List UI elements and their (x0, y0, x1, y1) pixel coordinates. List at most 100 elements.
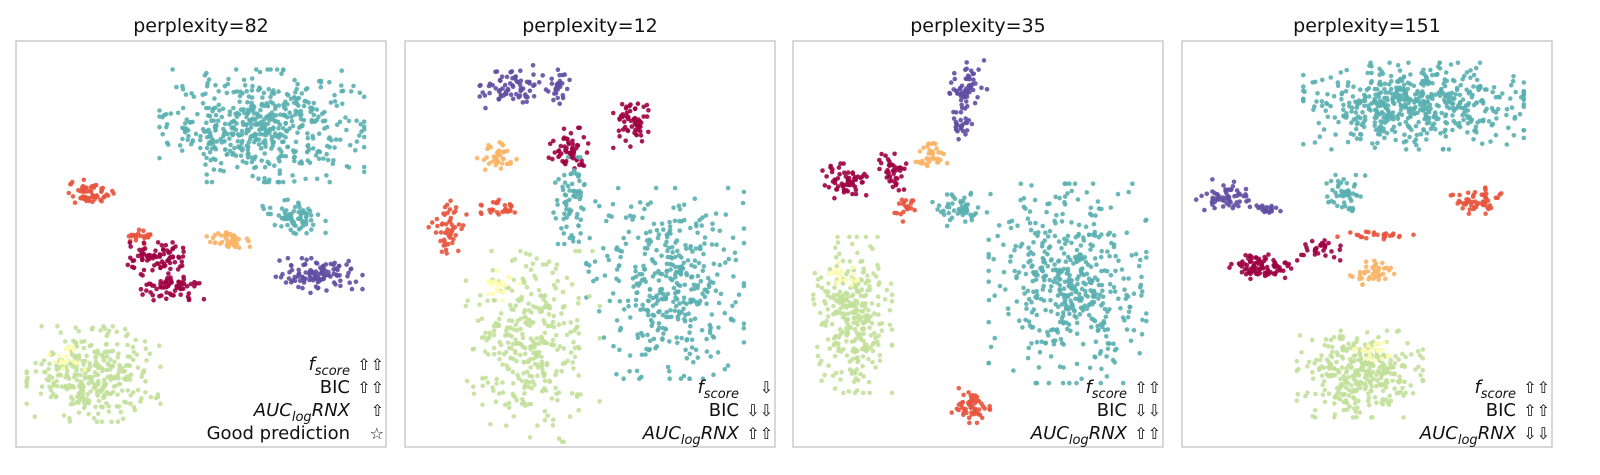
data-point (310, 146, 316, 151)
data-point (520, 331, 525, 337)
data-point (647, 229, 653, 234)
data-point (526, 380, 532, 385)
data-point (637, 280, 643, 286)
data-point (833, 309, 839, 315)
data-point (850, 301, 856, 307)
data-point (344, 127, 349, 133)
data-point (952, 70, 957, 76)
data-point (849, 293, 855, 299)
data-point (550, 156, 555, 162)
data-point (499, 283, 504, 288)
data-point (1363, 373, 1369, 378)
data-point (866, 379, 872, 385)
data-point (861, 331, 866, 337)
data-point (1439, 110, 1444, 116)
data-point (846, 175, 852, 181)
data-point (203, 162, 208, 167)
cluster-points (157, 67, 367, 185)
data-point (979, 85, 984, 91)
data-point (620, 112, 626, 117)
data-point (493, 399, 499, 405)
data-point (1397, 85, 1403, 90)
data-point (688, 225, 693, 231)
data-point (158, 364, 163, 370)
data-point (539, 362, 545, 367)
data-point (1119, 267, 1125, 272)
data-point (550, 319, 556, 325)
data-point (1417, 353, 1423, 358)
data-point (1354, 193, 1359, 198)
data-point (1373, 384, 1379, 389)
data-point (1199, 193, 1204, 199)
data-point (587, 235, 592, 241)
data-point (846, 389, 852, 394)
data-point (702, 235, 708, 240)
data-point (560, 187, 566, 193)
data-point (542, 417, 548, 423)
data-point (627, 108, 633, 114)
data-point (163, 279, 169, 285)
data-point (1411, 232, 1416, 238)
data-point (361, 169, 367, 175)
data-point (1504, 142, 1510, 147)
data-point (532, 382, 537, 388)
data-point (1335, 184, 1341, 189)
cluster-points (611, 101, 651, 151)
metric-arrows: ⇩⇩ (1134, 401, 1161, 420)
data-point (179, 148, 185, 153)
data-point (1418, 132, 1424, 137)
data-point (950, 201, 955, 206)
data-point (928, 156, 933, 162)
data-point (644, 102, 650, 108)
data-point (1099, 248, 1104, 254)
data-point (322, 109, 327, 115)
data-point (1378, 101, 1383, 107)
data-point (127, 377, 133, 382)
data-point (1014, 273, 1019, 279)
data-point (1100, 324, 1105, 330)
data-point (1326, 391, 1332, 397)
data-point (563, 148, 568, 153)
data-point (959, 102, 964, 108)
data-point (246, 151, 251, 156)
data-point (1512, 116, 1517, 121)
data-point (231, 118, 236, 124)
data-point (551, 97, 556, 103)
data-point (132, 407, 138, 413)
data-point (638, 120, 644, 125)
data-point (693, 221, 699, 226)
data-point (826, 281, 831, 286)
data-point (154, 286, 159, 292)
data-point (1359, 234, 1365, 240)
data-point (569, 233, 574, 238)
data-point (1257, 266, 1263, 272)
data-point (500, 161, 505, 166)
data-point (98, 389, 103, 394)
data-point (204, 172, 209, 177)
data-point (562, 172, 567, 178)
data-point (584, 261, 589, 267)
data-point (883, 153, 888, 158)
data-point (826, 271, 832, 277)
data-point (307, 160, 313, 166)
data-point (958, 207, 963, 213)
data-point (544, 362, 550, 368)
data-point (1448, 193, 1454, 198)
data-point (972, 100, 978, 106)
data-point (459, 226, 464, 232)
data-point (699, 223, 704, 228)
data-point (1404, 139, 1409, 144)
data-point (1384, 130, 1390, 136)
data-point (555, 67, 561, 72)
data-point (1074, 361, 1080, 367)
data-point (518, 326, 523, 332)
data-point (702, 241, 707, 246)
data-point (339, 68, 345, 73)
data-point (889, 342, 895, 348)
data-point (578, 231, 583, 236)
data-point (1021, 264, 1026, 269)
data-point (501, 351, 507, 357)
data-point (1220, 204, 1226, 209)
data-point (1400, 351, 1405, 357)
data-point (968, 83, 973, 88)
